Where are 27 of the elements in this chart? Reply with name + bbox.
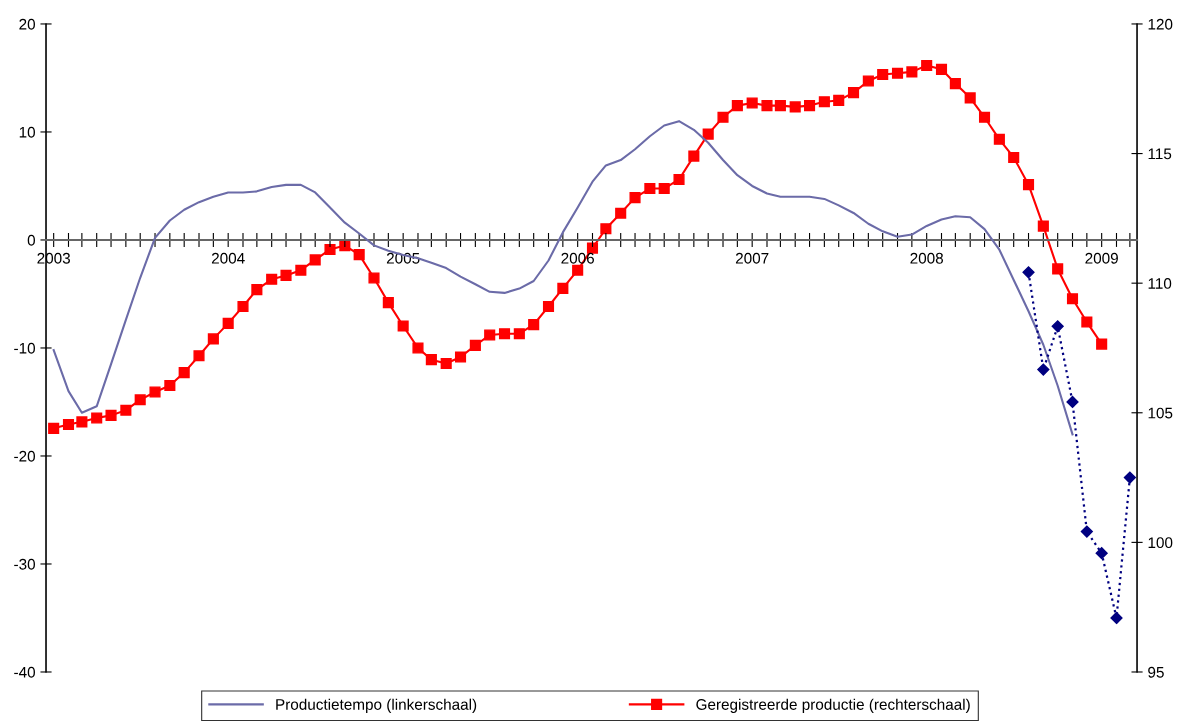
x-tick-label: 2009: [1085, 252, 1118, 264]
y-tick-label: 0: [27, 234, 36, 246]
y2-tick-label: 95: [1148, 666, 1164, 678]
point: [1123, 471, 1136, 484]
y2-tick-label: 105: [1148, 407, 1173, 419]
y-tick-label: -30: [14, 558, 36, 570]
point: [1022, 266, 1035, 279]
x-tick-label: 2008: [910, 252, 944, 264]
legend-label: Geregistreerde productie (rechterschaal): [696, 698, 970, 713]
x-tick-label: 2004: [211, 252, 245, 264]
y2-tick-label: 115: [1148, 148, 1172, 160]
y-tick-label: 20: [19, 18, 36, 30]
y-tick-label: -40: [14, 666, 36, 678]
point: [1051, 320, 1064, 333]
point: [1066, 395, 1079, 409]
y-tick-label: -10: [14, 342, 36, 354]
legend-label: Productietempo (linkerschaal): [276, 698, 477, 713]
point: [1110, 611, 1123, 625]
y2-tick-label: 120: [1148, 18, 1173, 30]
y-tick-label: -20: [14, 450, 36, 462]
point: [1037, 363, 1050, 376]
y2-tick-label: 110: [1148, 278, 1172, 289]
y2-tick-label: 100: [1148, 537, 1173, 549]
point: [1095, 547, 1108, 560]
point: [1080, 525, 1093, 538]
y-tick-label: 10: [19, 126, 36, 138]
x-tick-label: 2007: [735, 252, 769, 264]
